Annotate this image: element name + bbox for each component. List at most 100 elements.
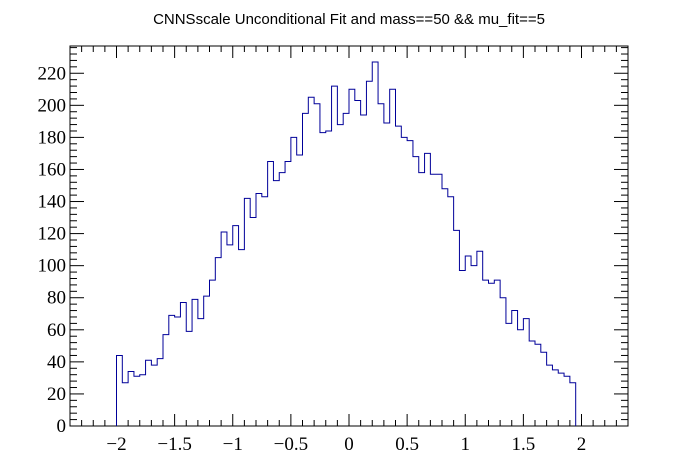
x-tick-label: 0.5 <box>395 434 419 455</box>
y-tick-label: 140 <box>38 192 67 213</box>
histogram-bin <box>390 89 396 426</box>
histogram-bin <box>558 373 564 426</box>
x-tick-label: 1.5 <box>512 434 536 455</box>
histogram-bin <box>425 153 431 426</box>
histogram-bin <box>273 181 279 426</box>
histogram-bin <box>337 125 343 426</box>
histogram-bin <box>244 198 250 426</box>
histogram-bin <box>163 335 169 426</box>
histogram-bin <box>279 173 285 426</box>
histogram-bin <box>396 126 402 426</box>
histogram-bin <box>448 197 454 426</box>
histogram-bin <box>506 323 512 426</box>
histogram-bin <box>262 197 268 426</box>
histogram-bin <box>361 115 367 426</box>
x-tick-label: −2 <box>106 434 126 455</box>
histogram-bin <box>407 141 413 426</box>
histogram-bin <box>221 232 227 426</box>
histogram-bin <box>198 319 204 426</box>
histogram-bin <box>552 370 558 426</box>
histogram-bin <box>489 283 495 426</box>
histogram-bin <box>192 299 198 426</box>
x-tick-label: −1 <box>223 434 243 455</box>
histogram-bin <box>227 245 233 426</box>
y-tick-label: 20 <box>47 384 66 405</box>
histogram-bin <box>303 113 309 426</box>
histogram-bin <box>128 371 134 426</box>
histogram-bin <box>529 341 535 426</box>
histogram-bin <box>215 258 221 426</box>
histogram-bin <box>494 280 500 426</box>
histogram-bin <box>180 303 186 426</box>
histogram-bin <box>430 174 436 426</box>
x-tick-label: 2 <box>577 434 587 455</box>
histogram-bin <box>541 352 547 426</box>
y-tick-label: 160 <box>38 159 67 180</box>
y-tick-label: 120 <box>38 224 67 245</box>
histogram-bin <box>117 355 123 426</box>
histogram-bin <box>349 89 355 426</box>
y-tick-label: 220 <box>38 63 67 84</box>
histogram-bin <box>483 280 489 426</box>
histogram-bin <box>523 319 529 426</box>
histogram-bin <box>157 359 163 426</box>
histogram-bin <box>343 113 349 426</box>
histogram-bin <box>268 161 274 426</box>
x-tick-label: 1 <box>461 434 471 455</box>
histogram-bin <box>308 97 314 426</box>
histogram-bin <box>285 161 291 426</box>
y-tick-label: 40 <box>47 352 66 373</box>
histogram-bin <box>547 365 553 426</box>
y-tick-label: 80 <box>47 288 66 309</box>
histogram-bin <box>332 86 338 426</box>
histogram-bin <box>291 137 297 426</box>
histogram-bin <box>175 317 181 426</box>
histogram-bin <box>233 226 239 426</box>
x-tick-label: −1.5 <box>157 434 191 455</box>
y-tick-label: 200 <box>38 95 67 116</box>
histogram-bin <box>384 123 390 426</box>
chart-title: CNNSscale Unconditional Fit and mass==50… <box>153 11 545 28</box>
histogram-series <box>116 61 577 426</box>
histogram-bin <box>326 131 332 426</box>
histogram-bin <box>570 383 576 426</box>
histogram-bin <box>442 189 448 426</box>
y-tick-label: 0 <box>57 416 67 437</box>
histogram-bin <box>256 194 262 426</box>
y-axis: 0 20 40 60 80 100 120 140 160 180 200 220 <box>38 47 628 437</box>
histogram-outline <box>116 61 577 426</box>
histogram-bin <box>186 331 192 426</box>
y-tick-label: 100 <box>38 256 67 277</box>
y-tick-label: 60 <box>47 320 66 341</box>
histogram-bin <box>500 298 506 426</box>
histogram-bin <box>210 280 216 426</box>
histogram-bin <box>564 376 570 426</box>
histogram-bin <box>151 365 157 426</box>
histogram-bin <box>512 311 518 426</box>
histogram-bin <box>320 133 326 426</box>
histogram-bin <box>297 155 303 426</box>
x-tick-label: −0.5 <box>274 434 308 455</box>
histogram-bin <box>378 104 384 426</box>
histogram-bin <box>366 81 372 426</box>
histogram-bin <box>535 344 541 426</box>
x-tick-label: 0 <box>344 434 354 455</box>
histogram-bin <box>239 250 245 426</box>
histogram-bin <box>477 251 483 426</box>
histogram-bin <box>140 375 146 426</box>
histogram-bin <box>146 360 152 426</box>
histogram-bin <box>314 104 320 426</box>
histogram-bin <box>401 137 407 426</box>
histogram-bin <box>372 62 378 426</box>
histogram-bin <box>204 296 210 426</box>
histogram-bin <box>459 270 465 426</box>
histogram-bin <box>419 173 425 426</box>
histogram-bin <box>169 315 175 426</box>
histogram-bin <box>122 383 128 426</box>
histogram-bin <box>518 330 524 426</box>
histogram-bin <box>465 256 471 426</box>
histogram-bin <box>454 230 460 426</box>
histogram-bin <box>134 376 140 426</box>
histogram-bin <box>413 157 419 426</box>
